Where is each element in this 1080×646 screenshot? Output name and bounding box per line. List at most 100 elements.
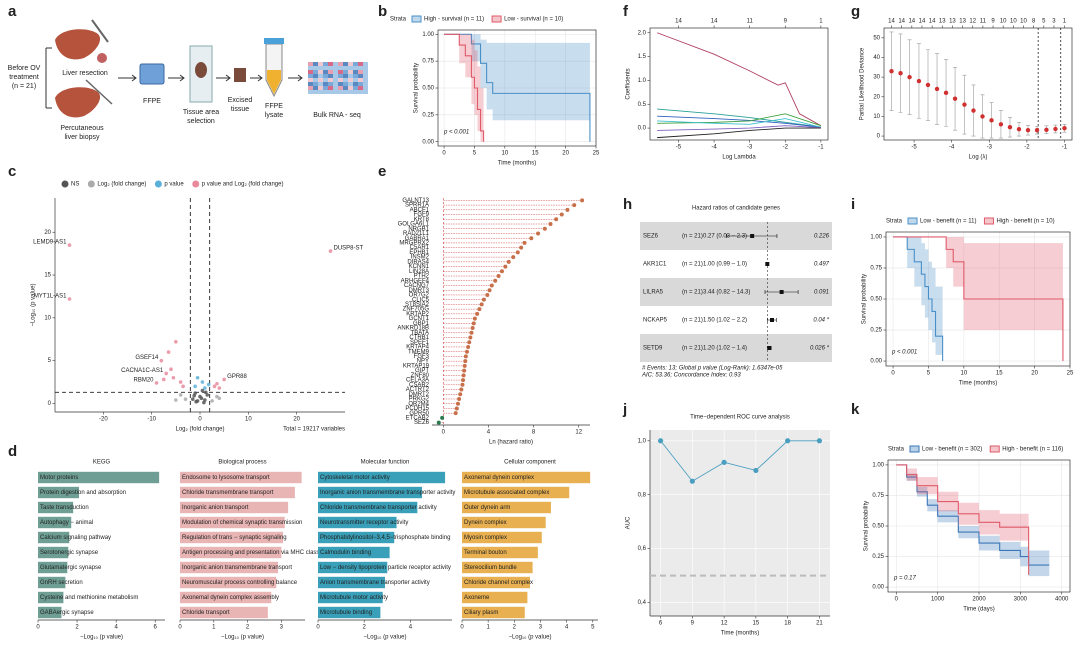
x-tick-label: -1 [818, 145, 824, 151]
x2-tick-label: 8 [1032, 19, 1036, 25]
heat-cell [363, 74, 368, 78]
panel-label: f [623, 3, 629, 20]
x2-tick-label: 10 [1000, 19, 1007, 25]
heat-cell [348, 78, 353, 82]
p-label: 0.026 * [810, 346, 830, 352]
legend-title: Strata [888, 447, 905, 453]
ci-label: 0.27 (0.03 – 2.3) [703, 234, 747, 240]
point [178, 380, 183, 384]
heat-cell [328, 66, 333, 70]
panel-label: j [622, 401, 627, 418]
heat-cell [358, 70, 363, 74]
point [889, 69, 894, 74]
marker [816, 438, 823, 444]
x-tick-label: -5 [911, 145, 917, 151]
point [1034, 127, 1040, 133]
dot [461, 373, 466, 378]
heat-cell [338, 62, 343, 66]
ci-label: 3.44 (0.82 – 14.3) [703, 290, 750, 296]
dot [493, 278, 498, 283]
heat-cell [343, 70, 348, 74]
heat-cell [328, 86, 333, 90]
legend-swatch [989, 445, 1000, 453]
x-tick-label: -4 [711, 145, 717, 151]
heat-cell [313, 90, 318, 94]
legend-title: Strata [886, 219, 903, 225]
y-tick-label: 0.75 [422, 59, 434, 65]
bar [318, 606, 381, 619]
category-label: GPR50 [409, 411, 429, 417]
legend-swatch [983, 217, 994, 225]
x-tick-label: -3 [747, 145, 753, 151]
x-axis-label: −Log₁₀ (p value) [363, 635, 406, 641]
bar [462, 546, 538, 559]
liver-icon [55, 29, 101, 60]
point [174, 340, 178, 344]
heat-cell [333, 82, 338, 86]
x-tick-label: -3 [987, 145, 993, 151]
p-label: 0.04 * [813, 318, 829, 324]
x-axis-label: Time (months) [721, 631, 759, 637]
heat-cell [343, 78, 348, 82]
dot [466, 344, 471, 349]
category-label: KRTAP4 [406, 345, 429, 351]
n-label: (n = 21) [682, 234, 703, 240]
footnote: # Events: 13; Global p value (Log-Rank):… [642, 366, 783, 372]
y-tick-label: 0 [877, 134, 881, 140]
bar [38, 546, 69, 559]
bar [38, 516, 72, 529]
y-tick-label: 10 [44, 315, 51, 321]
bar-label: Inorganic anion transmembrane transport [182, 565, 292, 571]
y-tick-label: 1,0 [638, 438, 647, 444]
category-label: FGF3 [414, 354, 430, 360]
heat-cell [343, 82, 348, 86]
category-label: CELA3A [406, 378, 429, 384]
category-label: NRGB1 [408, 226, 429, 232]
x2-tick-label: 1 [819, 19, 823, 25]
bar [462, 471, 591, 484]
point [943, 90, 949, 96]
category-label: MRGPRX2 [399, 241, 429, 247]
y-tick-label: 0.50 [422, 86, 434, 92]
heat-cell [333, 66, 338, 70]
bar [462, 501, 551, 514]
category-label: DIRAS4 [407, 259, 429, 265]
dot [522, 240, 527, 245]
bar [180, 531, 284, 544]
y-tick-label: 1.0 [638, 78, 647, 84]
plot-frame [887, 459, 1071, 593]
category-label: SPEF1 [410, 340, 430, 346]
point [989, 118, 994, 123]
hr-point [767, 346, 772, 350]
hr-point [779, 290, 784, 294]
bar-label: Neurotransmitter receptor activity [320, 520, 408, 526]
dot [459, 387, 464, 392]
heat-cell [308, 78, 313, 82]
legend-title: Strata [390, 17, 407, 23]
point [215, 381, 219, 386]
category-label: ETCAB2 [406, 415, 430, 421]
x-axis-label: Log₂ (fold change) [175, 427, 224, 433]
x-tick-label: 10 [502, 151, 509, 157]
label: Bulk RNA - seq [313, 112, 361, 119]
heat-cell [318, 66, 323, 70]
x-axis-label: −Log₁₀ (p value) [221, 635, 264, 641]
y-tick-label: 0.5 [638, 102, 647, 108]
legend-label: NS [71, 182, 79, 188]
bar [180, 516, 285, 529]
heat-cell [338, 70, 343, 74]
bracket [45, 47, 52, 109]
heat-cell [318, 62, 323, 66]
x-tick-label: 0 [891, 371, 895, 377]
point [202, 400, 206, 405]
point [212, 384, 217, 389]
x-tick-label: 4 [409, 625, 413, 631]
legend-label: High - benefit (n = 116) [1002, 447, 1063, 453]
bar-label: Ciliary plasm [464, 610, 498, 616]
heat-cell [333, 70, 338, 74]
x-axis-label: −Log₁₀ (p value) [508, 635, 551, 641]
heat-cell [333, 86, 338, 90]
y-tick-label: 5 [48, 358, 52, 364]
point [190, 397, 195, 401]
